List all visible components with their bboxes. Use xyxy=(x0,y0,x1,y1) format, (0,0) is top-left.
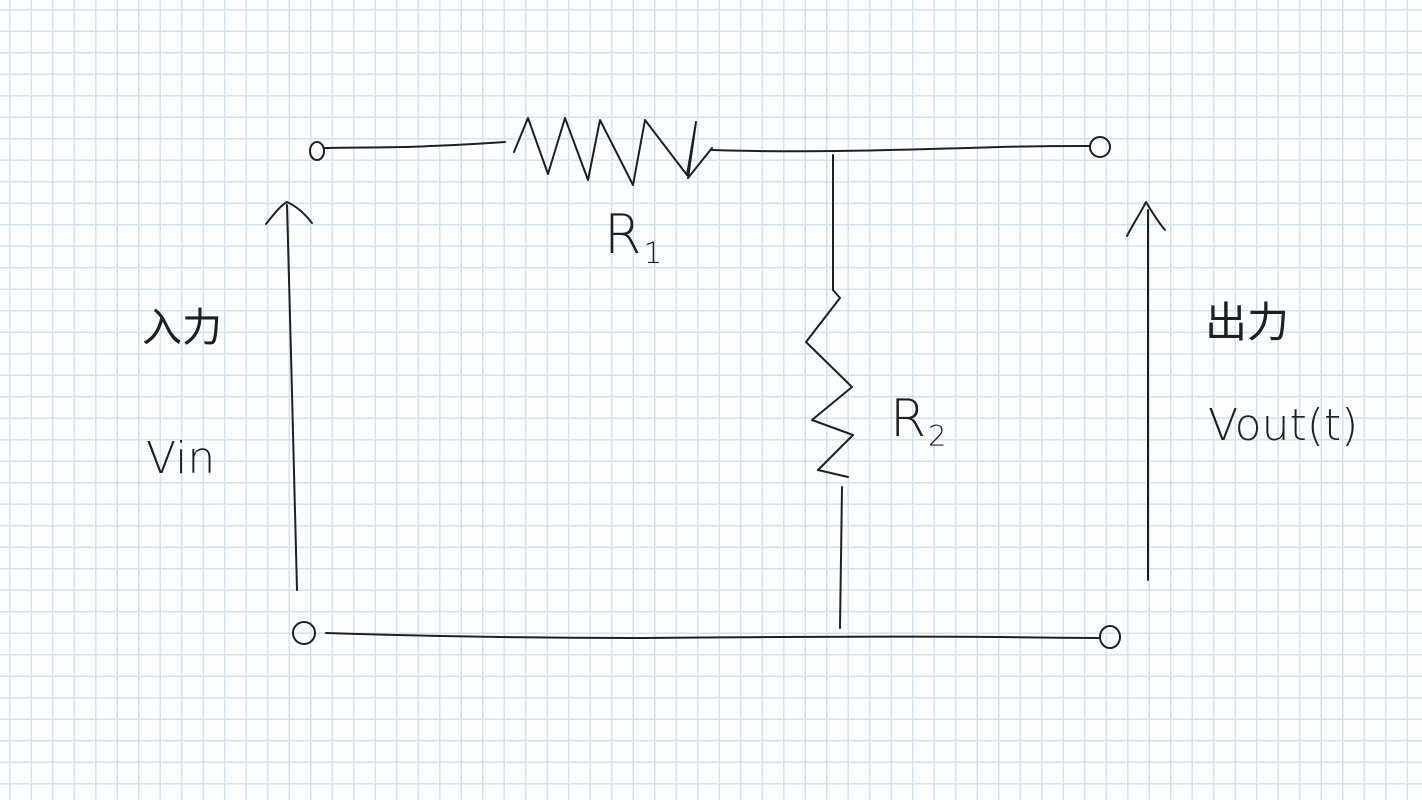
top-wire-left xyxy=(324,141,506,149)
resistor-r1-subscript: 1 xyxy=(643,236,663,272)
output-bottom-terminal xyxy=(1099,625,1121,649)
input-label: 入力 xyxy=(142,305,222,351)
resistor-r2 xyxy=(805,289,854,478)
resistor-r1 xyxy=(513,117,713,186)
input-bottom-terminal xyxy=(292,621,316,645)
output-top-terminal xyxy=(1089,136,1111,158)
resistor-r1-letter: R xyxy=(604,203,642,266)
input-voltage-label: Vin xyxy=(146,433,216,484)
resistor-r2-label: R2 xyxy=(890,393,946,451)
resistor-r2-letter: R xyxy=(890,389,927,449)
output-label: 出力 xyxy=(1205,298,1290,347)
resistor-r1-label: R1 xyxy=(604,208,662,269)
top-wire-right xyxy=(711,145,1091,153)
input-voltage-arrow xyxy=(286,204,298,591)
output-voltage-label: Vout(t) xyxy=(1208,400,1359,451)
input-top-terminal xyxy=(309,141,325,161)
output-arrow-head xyxy=(1126,201,1166,237)
resistor-r2-subscript: 2 xyxy=(928,419,947,453)
branch-wire-bottom xyxy=(839,486,843,629)
bottom-wire xyxy=(325,632,1101,639)
input-arrow-head xyxy=(265,201,313,225)
